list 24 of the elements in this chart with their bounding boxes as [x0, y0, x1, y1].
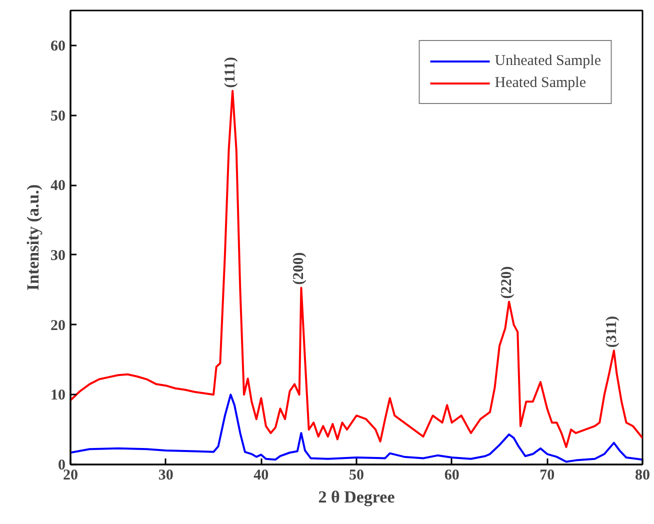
y-tick-label: 60: [50, 38, 66, 54]
annotation: (220): [499, 266, 516, 299]
x-axis-title: 2 θ Degree: [318, 488, 396, 506]
annotation: (111): [222, 56, 239, 88]
x-tick-label: 70: [540, 468, 555, 484]
x-tick-label: 20: [63, 468, 78, 484]
annotation: (311): [604, 316, 620, 348]
x-tick-label: 30: [158, 468, 174, 484]
x-tick-label: 40: [254, 468, 269, 484]
x-tick-label: 80: [635, 468, 650, 484]
y-tick-label: 0: [58, 458, 66, 474]
annotation: (200): [291, 252, 308, 285]
legend-label: Heated Sample: [494, 74, 586, 92]
y-tick-label: 30: [50, 248, 66, 264]
line-series: [70, 394, 642, 463]
y-axis-title: Intensity (a.u.): [24, 184, 42, 291]
x-tick-label: 60: [444, 468, 460, 484]
line-series: [70, 90, 642, 448]
y-tick-label: 50: [50, 108, 66, 124]
x-tick-label: 50: [349, 468, 364, 484]
y-tick-label: 20: [50, 318, 66, 334]
legend-label: Unheated Sample: [494, 52, 601, 70]
y-tick-label: 10: [50, 388, 66, 404]
y-tick-label: 40: [50, 178, 66, 194]
